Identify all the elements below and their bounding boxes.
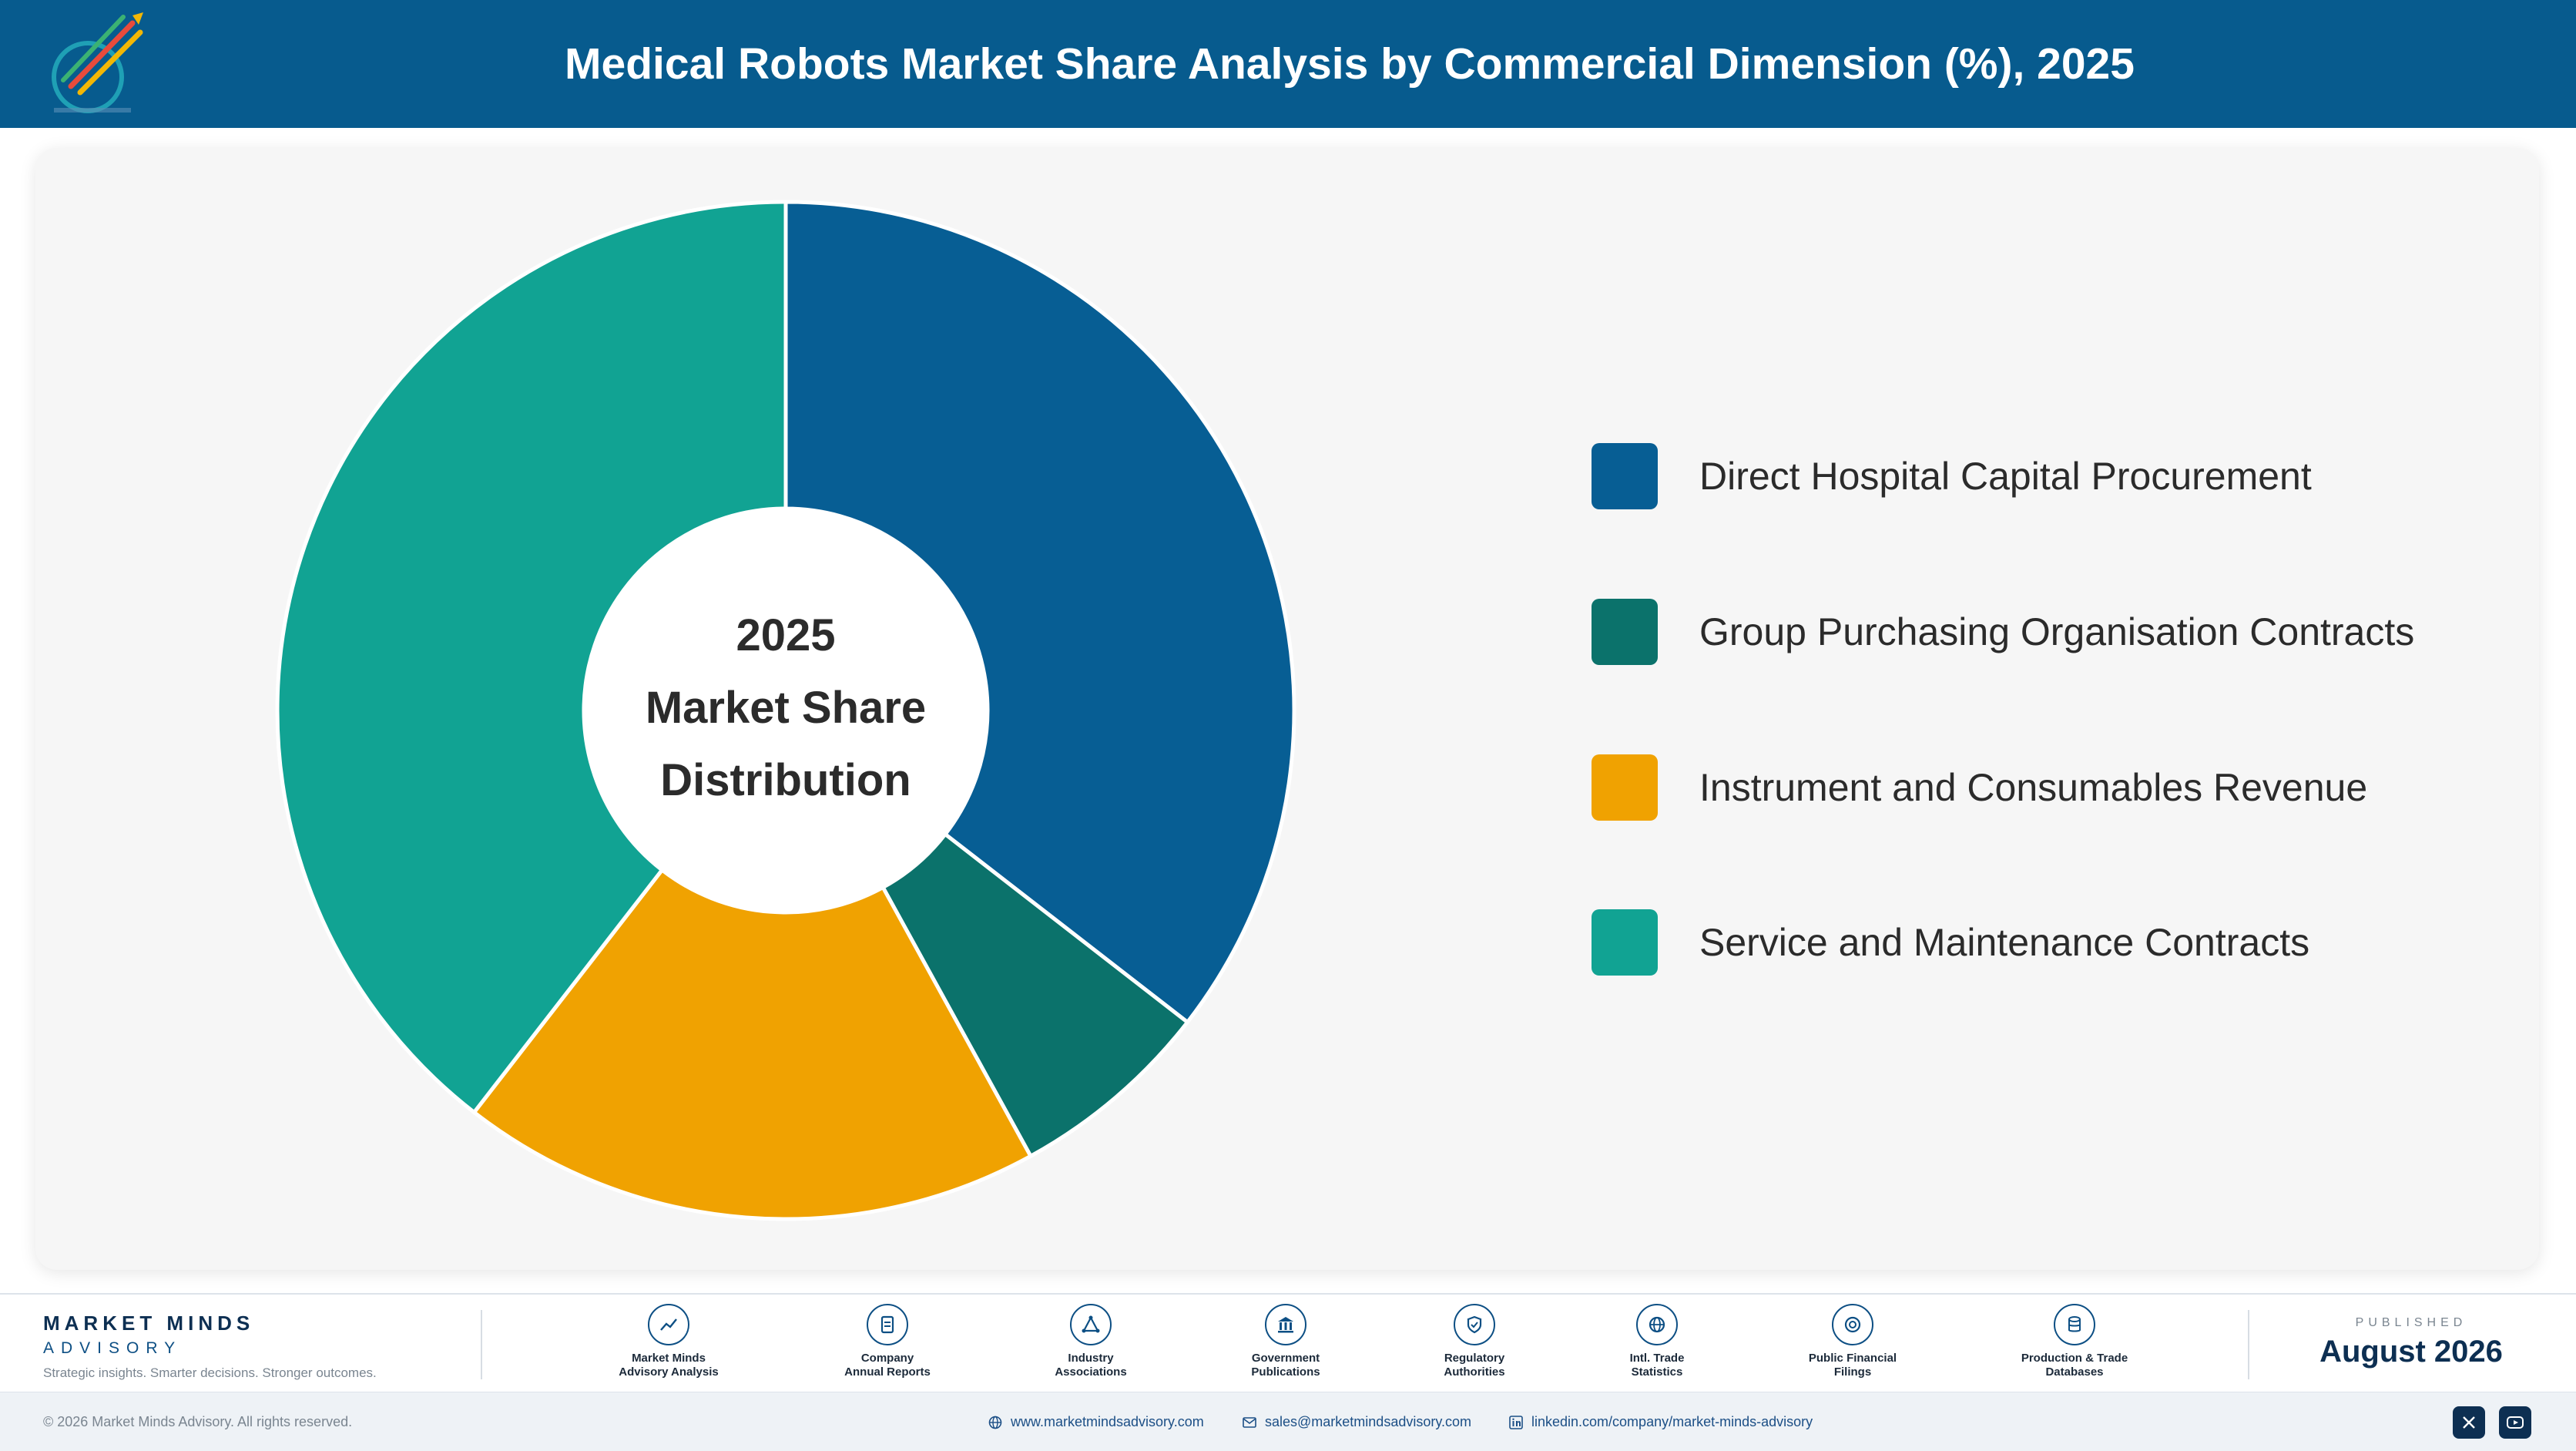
legend-item-4: Service and Maintenance Contracts [1592, 909, 2516, 976]
linkedin-link[interactable]: linkedin.com/company/market-minds-adviso… [1508, 1392, 1813, 1451]
building-icon [1265, 1304, 1306, 1345]
company-logo [52, 12, 143, 113]
source-trade-databases: Production & Trade Databases [1997, 1304, 2152, 1379]
center-text-line-3: Distribution [660, 755, 911, 805]
legend-item-2: Group Purchasing Organisation Contracts [1592, 599, 2516, 665]
chart-card: 2025 Market Share Distribution Direct Hosp… [35, 148, 2539, 1270]
x-social-button[interactable] [2453, 1406, 2485, 1439]
source-trade-statistics: Intl. Trade Statistics [1580, 1304, 1734, 1379]
shield-icon [1454, 1304, 1495, 1345]
youtube-icon [2507, 1416, 2524, 1429]
footer-divider [481, 1310, 482, 1379]
brand-name: MARKET MINDS [43, 1312, 255, 1335]
coin-icon [1832, 1304, 1873, 1345]
source-annual-reports: Company Annual Reports [810, 1304, 964, 1379]
footer-divider [2248, 1310, 2249, 1379]
center-text-line-1: 2025 [736, 610, 835, 660]
donut-chart: 2025 Market Share Distribution [275, 200, 1296, 1221]
source-financial-filings: Public Financial Filings [1776, 1304, 1930, 1379]
legend-swatch [1592, 754, 1658, 821]
published-label: PUBLISHED [2355, 1316, 2467, 1329]
brand-tagline: Strategic insights. Smarter decisions. S… [43, 1365, 377, 1380]
legend-label: Direct Hospital Capital Procurement [1699, 455, 2312, 498]
source-label: Regulatory Authorities [1444, 1352, 1505, 1379]
donut-center [584, 509, 988, 912]
source-label: Industry Associations [1055, 1352, 1127, 1379]
globe-icon [1636, 1304, 1678, 1345]
center-text-line-2: Market Share [646, 683, 926, 733]
legend-label: Service and Maintenance Contracts [1699, 921, 2310, 964]
legend-swatch [1592, 599, 1658, 665]
source-label: Government Publications [1251, 1352, 1320, 1379]
source-label: Intl. Trade Statistics [1629, 1352, 1685, 1379]
source-label: Public Financial Filings [1808, 1352, 1897, 1379]
legend-item-3: Instrument and Consumables Revenue [1592, 754, 2516, 821]
header-bar: Medical Robots Market Share Analysis by … [0, 0, 2576, 128]
youtube-social-button[interactable] [2499, 1406, 2531, 1439]
footer-bottom-bar: © 2026 Market Minds Advisory. All rights… [0, 1392, 2576, 1451]
email-link[interactable]: sales@marketmindsadvisory.com [1242, 1392, 1471, 1451]
email-text: sales@marketmindsadvisory.com [1265, 1414, 1472, 1429]
brand-subtitle: ADVISORY [43, 1339, 183, 1357]
legend-label: Group Purchasing Organisation Contracts [1699, 610, 2415, 653]
copyright-text: © 2026 Market Minds Advisory. All rights… [43, 1414, 353, 1429]
x-icon [2463, 1416, 2475, 1429]
source-label: Market Minds Advisory Analysis [619, 1352, 719, 1379]
source-industry-associations: Industry Associations [1014, 1304, 1168, 1379]
legend-swatch [1592, 443, 1658, 509]
linkedin-icon [1509, 1416, 1523, 1430]
source-government: Government Publications [1209, 1304, 1363, 1379]
page-title: Medical Robots Market Share Analysis by … [565, 39, 2135, 89]
website-link[interactable]: www.marketmindsadvisory.com [988, 1392, 1204, 1451]
database-icon [2054, 1304, 2095, 1345]
source-regulatory: Regulatory Authorities [1397, 1304, 1551, 1379]
source-label: Company Annual Reports [844, 1352, 931, 1379]
chart-line-icon [648, 1304, 689, 1345]
pie-slice-4 [275, 200, 788, 1116]
mail-icon [1243, 1417, 1256, 1429]
linkedin-text: linkedin.com/company/market-minds-adviso… [1531, 1414, 1813, 1429]
legend-item-1: Direct Hospital Capital Procurement [1592, 443, 2516, 509]
published-date: August 2026 [2319, 1335, 2503, 1369]
globe-icon [988, 1416, 1002, 1429]
website-text: www.marketmindsadvisory.com [1011, 1414, 1204, 1429]
source-market-minds: Market Minds Advisory Analysis [592, 1304, 746, 1379]
source-label: Production & Trade Databases [2021, 1352, 2128, 1379]
document-icon [867, 1304, 908, 1345]
legend-swatch [1592, 909, 1658, 976]
network-icon [1070, 1304, 1112, 1345]
footer: MARKET MINDS ADVISORY Strategic insights… [0, 1293, 2576, 1392]
legend-label: Instrument and Consumables Revenue [1699, 766, 2368, 809]
